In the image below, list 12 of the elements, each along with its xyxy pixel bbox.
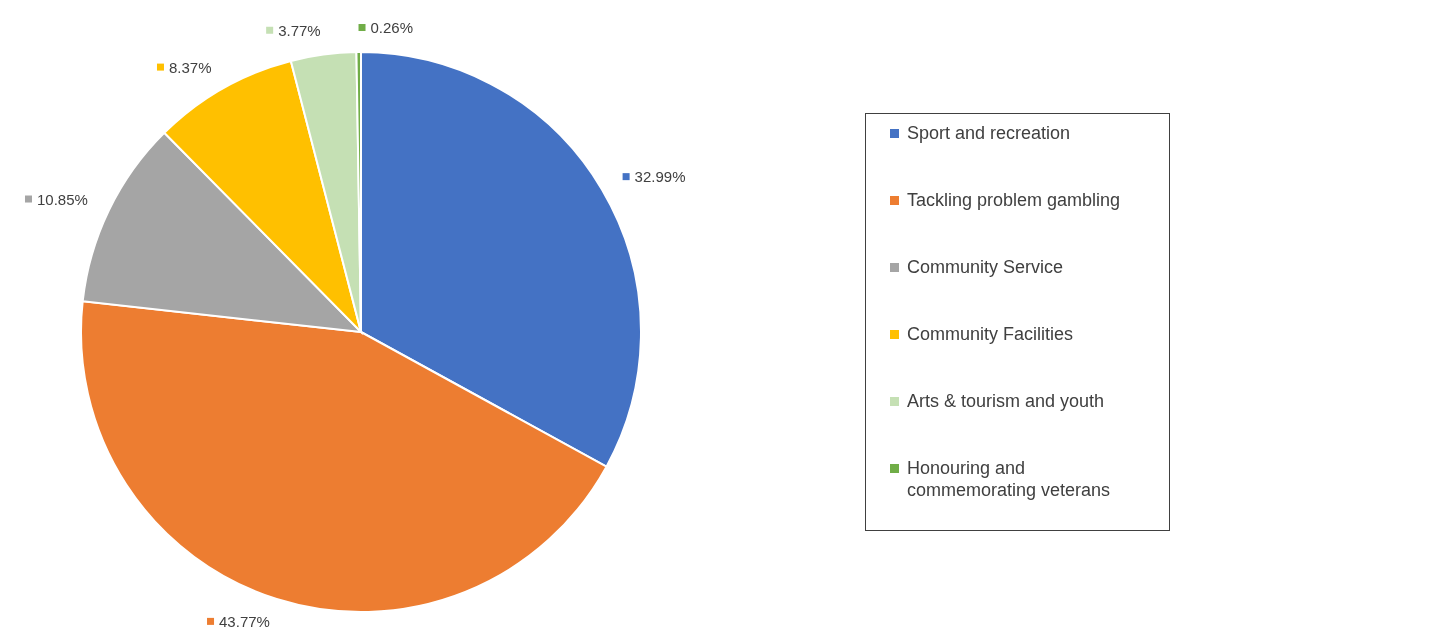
data-label: 43.77% xyxy=(219,612,270,630)
data-label: 8.37% xyxy=(168,58,212,76)
data-label: 32.99% xyxy=(634,168,686,186)
legend-label: Sport and recreation xyxy=(907,121,1072,144)
data-label: 3.77% xyxy=(278,21,321,39)
legend-label: Community Facilities xyxy=(907,322,1075,345)
legend-label: Arts & tourism and youth xyxy=(907,389,1106,412)
data-label: 10.85% xyxy=(36,190,88,208)
legend-label: Honouring and commemorating veterans xyxy=(907,456,1112,501)
data-label: 0.26% xyxy=(370,19,414,37)
legend-label: Tackling problem gambling xyxy=(907,188,1122,211)
legend-label: Community Service xyxy=(907,255,1065,278)
